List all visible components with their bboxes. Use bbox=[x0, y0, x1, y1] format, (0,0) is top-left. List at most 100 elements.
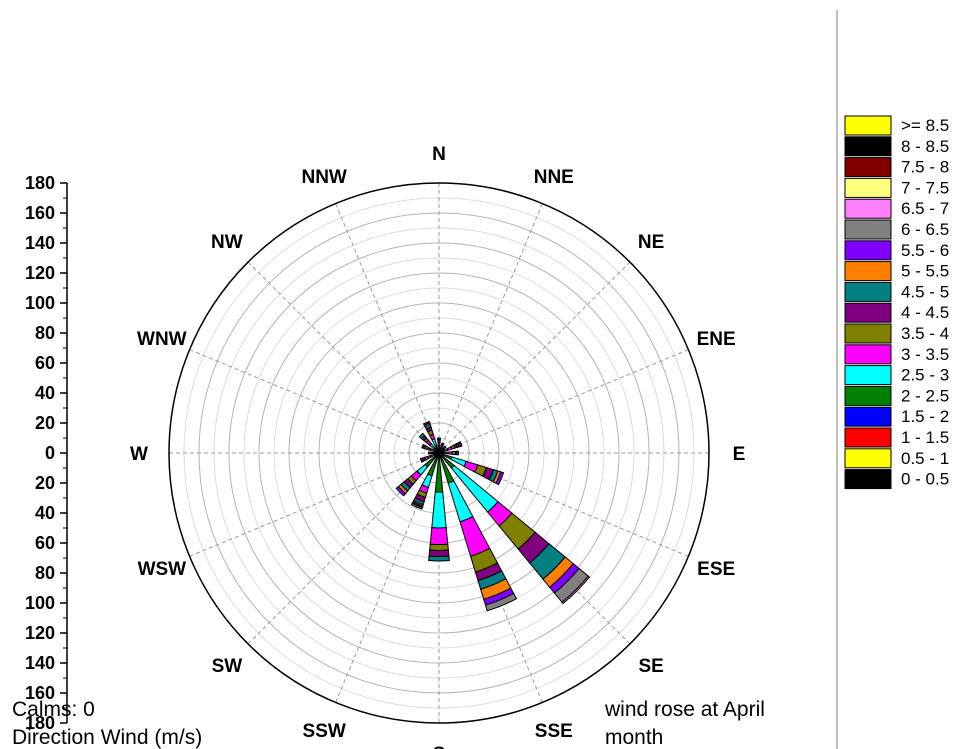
legend-label: 6 - 6.5 bbox=[901, 220, 949, 239]
bar-n-bin-5 bbox=[437, 445, 441, 451]
polar-grid bbox=[168, 182, 710, 724]
bar-wsw-bin-9 bbox=[419, 457, 424, 463]
legend-swatch bbox=[844, 261, 892, 282]
direction-label-ne: NE bbox=[638, 232, 664, 253]
chart-title-line2: month bbox=[605, 726, 663, 749]
bar-s-bin-7 bbox=[429, 543, 449, 551]
chart-title-line1: wind rose at April bbox=[604, 698, 765, 721]
legend-label: 3.5 - 4 bbox=[901, 324, 949, 343]
bar-se-bin-13 bbox=[561, 575, 591, 605]
legend-swatch bbox=[844, 115, 892, 136]
axis-tick-label: 80 bbox=[35, 563, 55, 583]
legend-label: 8 - 8.5 bbox=[901, 137, 949, 156]
legend-swatch bbox=[844, 136, 892, 157]
legend-label: 6.5 - 7 bbox=[901, 199, 949, 218]
direction-label-wsw: WSW bbox=[138, 559, 187, 580]
axis-tick-label: 40 bbox=[35, 383, 55, 403]
legend-swatch bbox=[844, 365, 892, 386]
legend-label: 4.5 - 5 bbox=[901, 282, 949, 301]
legend-label: 7.5 - 8 bbox=[901, 158, 949, 177]
direction-label-sse: SSE bbox=[535, 721, 573, 742]
axis-tick-label: 100 bbox=[25, 593, 55, 613]
legend-swatch bbox=[844, 323, 892, 344]
bar-e-bin-5 bbox=[441, 451, 449, 455]
direction-label-nnw: NNW bbox=[301, 167, 346, 188]
legend-swatch bbox=[844, 198, 892, 219]
legend-label: >= 8.5 bbox=[901, 116, 949, 135]
legend-label: 5 - 5.5 bbox=[901, 262, 949, 281]
legend-label: 5.5 - 6 bbox=[901, 241, 949, 260]
direction-label-s: S bbox=[433, 744, 446, 749]
legend-swatch bbox=[844, 157, 892, 178]
bar-e-bin-6 bbox=[447, 451, 454, 455]
axis-tick-label: 60 bbox=[35, 533, 55, 553]
grid-spoke bbox=[438, 349, 689, 454]
chart-title: wind rose at April month bbox=[604, 698, 771, 749]
wind-rose-bars bbox=[395, 420, 591, 612]
bar-s-bin-9 bbox=[428, 555, 450, 562]
axis-tick-label: 0 bbox=[45, 443, 55, 463]
axis-tick-label: 140 bbox=[25, 653, 55, 673]
radial-axis: 180 160 140 120 100 80 60 40 20 0 20 40 60 80 100 120 14… bbox=[25, 173, 68, 733]
bar-ese-bin-11 bbox=[495, 471, 505, 486]
bar-wnw-bin-9 bbox=[421, 443, 426, 449]
bar-nw-bin-9 bbox=[418, 432, 426, 440]
axis-tick-label: 100 bbox=[25, 293, 55, 313]
direction-label-ese: ESE bbox=[697, 559, 735, 580]
legend-swatch bbox=[844, 448, 892, 469]
direction-label-w: W bbox=[130, 444, 148, 465]
grid-spoke bbox=[438, 261, 631, 454]
axis-title: Direction Wind (m/s) bbox=[12, 726, 202, 749]
bar-s-bin-8 bbox=[428, 549, 450, 557]
axis-tick-label: 180 bbox=[25, 173, 55, 193]
legend-label: 2.5 - 3 bbox=[901, 366, 949, 385]
grid-spoke bbox=[335, 203, 440, 454]
legend-label: 0.5 - 1 bbox=[901, 449, 949, 468]
legend: >= 8.5 8 - 8.5 7.5 - 87 - 7.5 6.5 - 7 6 - 6.… bbox=[844, 115, 949, 490]
bar-e-bin-9 bbox=[456, 450, 459, 456]
direction-label-n: N bbox=[432, 144, 446, 165]
axis-tick-label: 120 bbox=[25, 623, 55, 643]
legend-label: 3 - 3.5 bbox=[901, 345, 949, 364]
axis-tick-label: 80 bbox=[35, 323, 55, 343]
legend-swatch bbox=[844, 385, 892, 406]
bar-ssw-bin-12 bbox=[410, 502, 423, 510]
bar-nnw-bin-11 bbox=[422, 420, 431, 426]
bar-s-bin-6 bbox=[429, 527, 449, 546]
legend-swatch bbox=[844, 469, 892, 490]
legend-swatch bbox=[844, 219, 892, 240]
legend-label: 1.5 - 2 bbox=[901, 407, 949, 426]
grid-spoke bbox=[438, 203, 543, 454]
direction-label-e: E bbox=[733, 444, 746, 465]
grid-spoke bbox=[189, 452, 440, 557]
bar-nne-bin-8 bbox=[441, 442, 445, 446]
legend-label: 4 - 4.5 bbox=[901, 303, 949, 322]
axis-tick-label: 20 bbox=[35, 473, 55, 493]
grid-ring bbox=[243, 257, 635, 649]
direction-labels: N NNE NE ENE E ESE SE SSE S SSW SW WSW W WNW NW NNW bbox=[130, 144, 745, 749]
grid-ring bbox=[258, 272, 620, 634]
legend-label: 0 - 0.5 bbox=[901, 470, 949, 489]
direction-label-ssw: SSW bbox=[303, 721, 346, 742]
direction-label-nw: NW bbox=[211, 232, 243, 253]
legend-label: 7 - 7.5 bbox=[901, 178, 949, 197]
axis-tick-label: 120 bbox=[25, 263, 55, 283]
axis-tick-label: 40 bbox=[35, 503, 55, 523]
bar-sw-bin-11 bbox=[395, 485, 407, 497]
legend-label: 2 - 2.5 bbox=[901, 386, 949, 405]
bar-w-bin-8 bbox=[427, 451, 431, 455]
direction-label-ene: ENE bbox=[697, 329, 736, 350]
axis-tick-label: 160 bbox=[25, 683, 55, 703]
legend-swatch bbox=[844, 240, 892, 261]
axis-tick-label: 180 bbox=[25, 713, 55, 733]
legend-swatch bbox=[844, 427, 892, 448]
bar-n-bin-9 bbox=[437, 437, 441, 441]
direction-label-nne: NNE bbox=[534, 167, 574, 188]
bar-ne-bin-8 bbox=[443, 445, 447, 449]
bar-sse-bin-12 bbox=[484, 592, 518, 612]
direction-label-wnw: WNW bbox=[137, 329, 187, 350]
legend-swatch bbox=[844, 344, 892, 365]
bar-ene-bin-11 bbox=[458, 441, 463, 448]
grid-spoke bbox=[189, 349, 440, 454]
